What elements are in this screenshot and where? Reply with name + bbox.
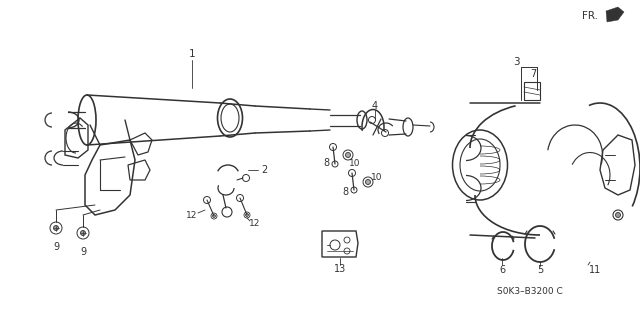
Circle shape (54, 226, 58, 231)
Text: 11: 11 (589, 265, 601, 275)
Text: 9: 9 (80, 247, 86, 257)
Text: S0K3–B3200 C: S0K3–B3200 C (497, 287, 563, 296)
Circle shape (346, 152, 351, 158)
Text: 13: 13 (334, 264, 346, 274)
Circle shape (365, 180, 371, 184)
Text: 4: 4 (372, 101, 378, 111)
Text: 8: 8 (342, 187, 348, 197)
Circle shape (212, 214, 216, 218)
Text: 1: 1 (189, 49, 195, 59)
Text: 8: 8 (323, 158, 329, 168)
Text: 9: 9 (53, 242, 59, 252)
Text: 2: 2 (261, 165, 267, 175)
Circle shape (616, 212, 621, 218)
Text: 12: 12 (186, 211, 198, 219)
Text: 5: 5 (537, 265, 543, 275)
Text: 6: 6 (499, 265, 505, 275)
Text: 7: 7 (530, 69, 536, 79)
Polygon shape (606, 7, 624, 22)
Text: 10: 10 (371, 174, 383, 182)
Text: 10: 10 (349, 159, 361, 167)
Text: FR.: FR. (582, 11, 598, 21)
Text: 12: 12 (250, 219, 260, 227)
Text: 3: 3 (513, 57, 519, 67)
Circle shape (246, 213, 248, 217)
Circle shape (81, 231, 86, 235)
